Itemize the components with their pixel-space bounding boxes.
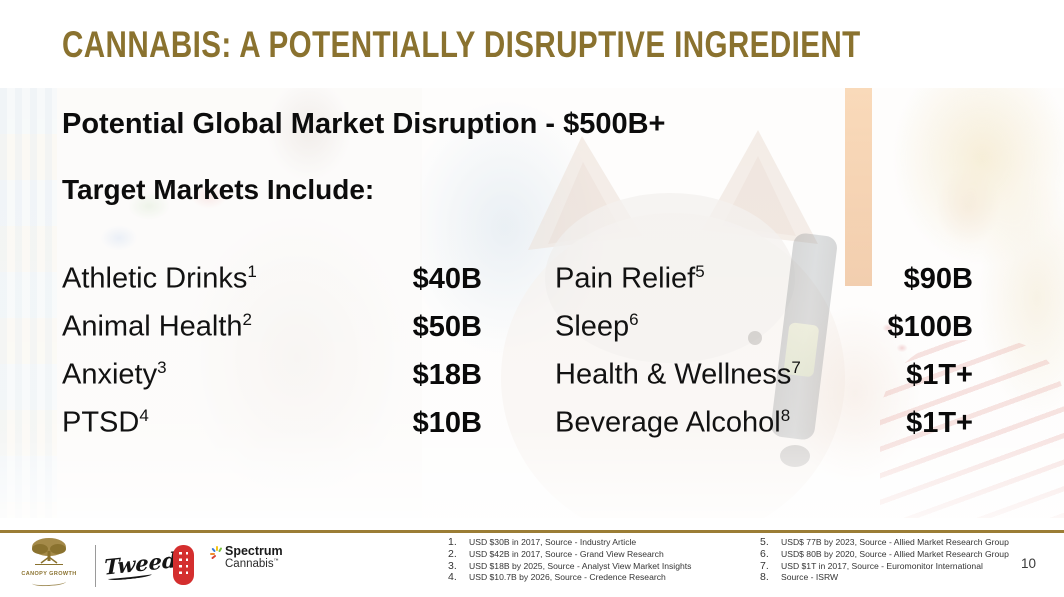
- canopy-growth-label: CANOPY GROWTH: [21, 571, 77, 577]
- footnote: 3. USD $18B by 2025, Source - Analyst Vie…: [448, 559, 692, 572]
- market-name: PTSD4: [62, 406, 149, 439]
- market-name: Anxiety3: [62, 358, 167, 391]
- content-band: Potential Global Market Disruption - $50…: [0, 88, 1064, 518]
- market-disruption-heading: Potential Global Market Disruption - $50…: [62, 108, 666, 140]
- market-row: PTSD4 $10B: [62, 406, 482, 454]
- footnote: 2. USD $42B in 2017, Source - Grand View …: [448, 547, 664, 560]
- tweed-logo: Tweed: [104, 547, 176, 582]
- market-value: $18B: [412, 358, 482, 391]
- spectrum-red-badge-icon: [173, 545, 194, 585]
- footnote-ref: 3: [157, 358, 167, 377]
- footnotes-column-2: 5. USD$ 77B by 2023, Source - Allied Mark…: [760, 536, 1060, 584]
- footnote-ref: 7: [791, 358, 801, 377]
- market-row: Athletic Drinks1 $40B: [62, 262, 482, 310]
- white-fade-overlay: [0, 88, 1064, 518]
- market-value: $100B: [887, 310, 973, 343]
- footnote: 8. Source - ISRW: [760, 571, 839, 584]
- market-value: $90B: [903, 262, 973, 295]
- spectrum-label: Spectrum: [225, 544, 283, 558]
- footnote-ref: 4: [139, 406, 149, 425]
- footer-divider-line: [0, 530, 1064, 533]
- footnote-ref: 1: [247, 262, 257, 281]
- market-value: $40B: [412, 262, 482, 295]
- footnotes-column-1: 1. USD $30B in 2017, Source - Industry Ar…: [448, 536, 748, 584]
- footnote: 1. USD $30B in 2017, Source - Industry Ar…: [448, 536, 637, 548]
- market-name: Pain Relief5: [555, 262, 705, 295]
- market-value: $10B: [412, 406, 482, 439]
- cannabis-label: Cannabis™: [225, 558, 279, 570]
- footnote: 6. USD$ 80B by 2020, Source - Allied Mark…: [760, 547, 1009, 560]
- page-number: 10: [1021, 556, 1037, 571]
- spectrum-cannabis-logo: Spectrum Cannabis™: [210, 544, 283, 570]
- market-row: Health & Wellness7 $1T+: [555, 358, 973, 406]
- footnote-ref: 6: [629, 310, 639, 329]
- market-name: Animal Health2: [62, 310, 252, 343]
- canopy-growth-logo: CANOPY GROWTH: [16, 537, 82, 587]
- market-name: Beverage Alcohol8: [555, 406, 791, 439]
- target-markets-subheading: Target Markets Include:: [62, 174, 375, 205]
- footnote: 7. USD $1T in 2017, Source - Euromonitor …: [760, 559, 983, 572]
- market-row: Animal Health2 $50B: [62, 310, 482, 358]
- market-list-right: Pain Relief5 $90B Sleep6 $100B Health & …: [555, 262, 973, 454]
- canopy-tree-icon: [32, 538, 66, 565]
- market-value: $50B: [412, 310, 482, 343]
- footnote-ref: 2: [242, 310, 252, 329]
- market-name: Athletic Drinks1: [62, 262, 257, 295]
- footnote-ref: 5: [695, 262, 705, 281]
- footnote: 5. USD$ 77B by 2023, Source - Allied Mark…: [760, 536, 1009, 548]
- market-row: Anxiety3 $18B: [62, 358, 482, 406]
- market-list-left: Athletic Drinks1 $40B Animal Health2 $50…: [62, 262, 482, 454]
- footnote: 4. USD $10.7B by 2026, Source - Credence …: [448, 571, 666, 584]
- market-row: Sleep6 $100B: [555, 310, 973, 358]
- market-row: Pain Relief5 $90B: [555, 262, 973, 310]
- market-value: $1T+: [906, 358, 973, 391]
- logo-divider: [95, 545, 96, 587]
- market-name: Health & Wellness7: [555, 358, 801, 391]
- market-row: Beverage Alcohol8 $1T+: [555, 406, 973, 454]
- canopy-signature-flourish: [31, 578, 67, 587]
- slide-title: CANNABIS: A POTENTIALLY DISRUPTIVE INGRE…: [62, 24, 861, 65]
- spectrum-burst-icon: [210, 546, 222, 559]
- trademark-mark: ™: [273, 558, 279, 565]
- market-value: $1T+: [906, 406, 973, 439]
- market-name: Sleep6: [555, 310, 639, 343]
- footnote-ref: 8: [780, 406, 791, 425]
